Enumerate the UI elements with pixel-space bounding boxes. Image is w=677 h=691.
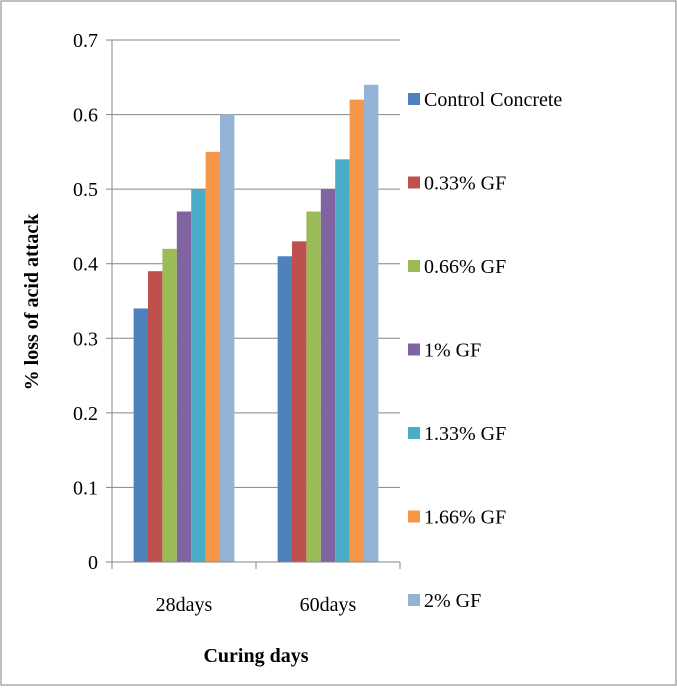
legend-swatch bbox=[408, 176, 420, 189]
legend-swatch bbox=[408, 510, 420, 523]
x-tick-label: 28days bbox=[156, 594, 213, 616]
legend-swatch bbox=[408, 343, 420, 356]
legend-swatch bbox=[408, 427, 420, 439]
bar bbox=[220, 114, 235, 563]
bar bbox=[205, 151, 220, 562]
bar bbox=[335, 159, 350, 563]
y-tick-label: 0.7 bbox=[73, 30, 98, 52]
y-tick-label: 0.2 bbox=[73, 403, 98, 425]
y-tick-label: 0 bbox=[88, 552, 98, 574]
x-tick-label: 60days bbox=[300, 594, 357, 616]
y-tick-label: 0.1 bbox=[73, 477, 98, 499]
legend: Control Concrete 0.33% GF 0.66% GF 1% GF 1.3… bbox=[408, 89, 562, 612]
bar bbox=[191, 189, 206, 562]
bar bbox=[277, 256, 292, 562]
y-axis-title: % loss of acid attack bbox=[21, 213, 43, 391]
legend-swatch bbox=[408, 93, 420, 105]
bar bbox=[364, 84, 379, 562]
y-tick-label: 0.5 bbox=[73, 179, 98, 201]
bar bbox=[162, 248, 177, 563]
legend-swatch bbox=[408, 260, 420, 272]
legend-label: 1% GF bbox=[424, 340, 481, 362]
bar bbox=[306, 211, 321, 562]
legend-label: 0.66% GF bbox=[424, 256, 506, 278]
bar-layer bbox=[133, 84, 379, 563]
legend-label: 1.66% GF bbox=[424, 507, 506, 529]
bar bbox=[292, 241, 307, 563]
legend-label: 0.33% GF bbox=[424, 173, 506, 195]
legend-label: 2% GF bbox=[424, 590, 481, 612]
legend-label: 1.33% GF bbox=[424, 423, 506, 445]
bar bbox=[176, 211, 192, 562]
axis-layer bbox=[106, 39, 401, 569]
bar bbox=[320, 189, 336, 562]
x-axis-title: Curing days bbox=[203, 645, 308, 667]
bar bbox=[133, 308, 148, 562]
legend-label: Control Concrete bbox=[424, 89, 562, 111]
y-tick-label: 0.3 bbox=[73, 328, 98, 350]
y-tick-label: 0.4 bbox=[73, 254, 98, 276]
label-layer: 0 0.1 0.2 0.3 0.4 0.5 0.6 0.7 28days 60days bbox=[73, 30, 357, 616]
y-tick-label: 0.6 bbox=[73, 105, 98, 127]
bar bbox=[349, 99, 364, 563]
legend-swatch bbox=[408, 594, 420, 606]
bar bbox=[148, 271, 163, 562]
